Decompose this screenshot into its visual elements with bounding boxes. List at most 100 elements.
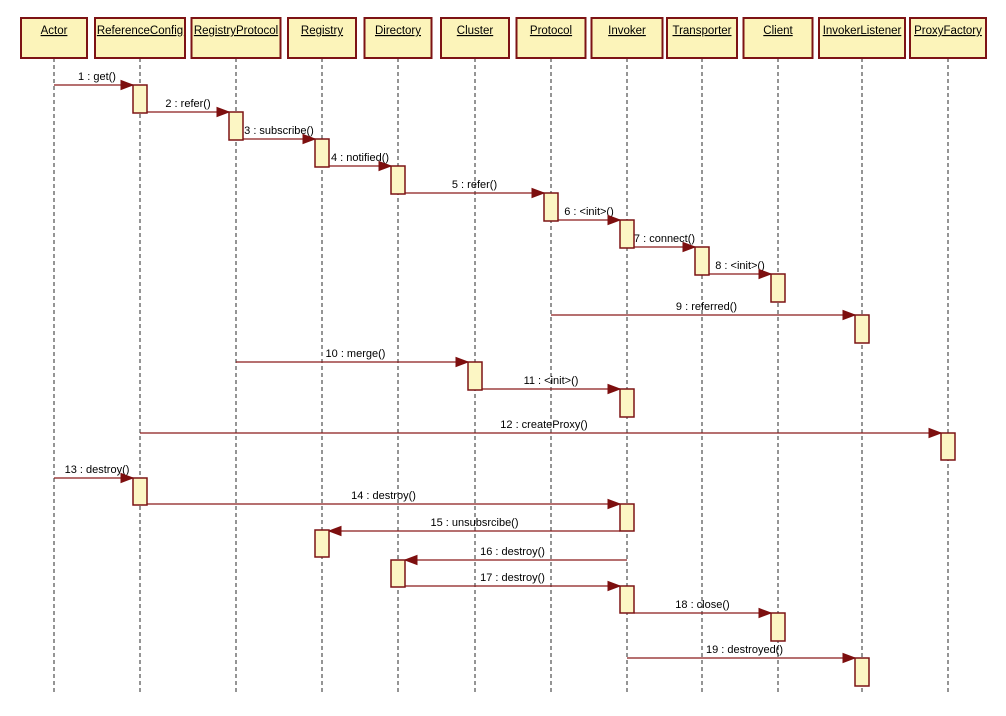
- message-15[interactable]: 15 : unsubsrcibe(): [327, 517, 620, 537]
- lifeline-name-registryprotocol: RegistryProtocol: [194, 25, 278, 37]
- lifeline-header-referenceconfig[interactable]: ReferenceConfig: [94, 17, 186, 59]
- message-label-16: 16 : destroy(): [480, 546, 545, 558]
- lifeline-header-proxyfactory[interactable]: ProxyFactory: [909, 17, 987, 59]
- activation-directory-15[interactable]: [390, 559, 406, 588]
- lifeline-header-client[interactable]: Client: [742, 17, 814, 59]
- arrowhead-icon-11: [607, 383, 622, 395]
- activation-proxyfactory-11[interactable]: [940, 432, 956, 461]
- arrowhead-icon-13: [120, 472, 135, 484]
- lifeline-box-actor[interactable]: [20, 17, 88, 59]
- message-18[interactable]: 18 : close(): [634, 599, 773, 619]
- lifeline-header-registry[interactable]: Registry: [287, 17, 357, 59]
- activation-client-7[interactable]: [770, 273, 786, 303]
- message-label-12: 12 : createProxy(): [500, 419, 587, 431]
- activation-registry-14[interactable]: [314, 529, 330, 558]
- message-12[interactable]: 12 : createProxy(): [140, 419, 943, 439]
- message-9[interactable]: 9 : referred(): [551, 301, 857, 321]
- lifeline-name-actor: Actor: [41, 25, 68, 37]
- activation-referenceconfig-12[interactable]: [132, 477, 148, 506]
- message-19[interactable]: 19 : destroyed(): [627, 644, 857, 664]
- message-6[interactable]: 6 : <init>(): [558, 206, 622, 226]
- activation-invoker-10[interactable]: [619, 388, 635, 418]
- lifeline-header-actor[interactable]: Actor: [20, 17, 88, 59]
- message-label-1: 1 : get(): [78, 71, 116, 83]
- message-label-17: 17 : destroy(): [480, 572, 545, 584]
- activation-invoker-13[interactable]: [619, 503, 635, 532]
- message-label-13: 13 : destroy(): [65, 464, 130, 476]
- activation-invokerlistener-18[interactable]: [854, 657, 870, 687]
- lifeline-box-referenceconfig[interactable]: [94, 17, 186, 59]
- activation-invoker-5[interactable]: [619, 219, 635, 249]
- arrowhead-icon-4: [378, 160, 393, 172]
- lifeline-box-client[interactable]: [742, 17, 814, 59]
- arrowhead-icon-2: [216, 106, 231, 118]
- message-label-15: 15 : unsubsrcibe(): [430, 517, 518, 529]
- arrowhead-icon-9: [842, 309, 857, 321]
- message-label-11: 11 : <init>(): [524, 375, 579, 387]
- message-10[interactable]: 10 : merge(): [236, 348, 470, 368]
- lifeline-box-directory[interactable]: [363, 17, 433, 59]
- message-3[interactable]: 3 : subscribe(): [243, 125, 317, 145]
- lifeline-box-registryprotocol[interactable]: [190, 17, 282, 59]
- arrowhead-icon-6: [607, 214, 622, 226]
- activation-cluster-9[interactable]: [467, 361, 483, 391]
- arrowhead-icon-19: [842, 652, 857, 664]
- lifeline-name-invoker: Invoker: [608, 25, 646, 37]
- lifeline-box-invokerlistener[interactable]: [818, 17, 906, 59]
- lifeline-header-directory[interactable]: Directory: [363, 17, 433, 59]
- lifeline-box-invoker[interactable]: [590, 17, 664, 59]
- activation-directory-3[interactable]: [390, 165, 406, 195]
- lifeline-name-client: Client: [763, 25, 793, 37]
- lifeline-header-invoker[interactable]: Invoker: [590, 17, 664, 59]
- message-2[interactable]: 2 : refer(): [147, 98, 231, 118]
- activation-protocol-4[interactable]: [543, 192, 559, 222]
- lifeline-box-cluster[interactable]: [440, 17, 510, 59]
- message-label-7: 7 : connect(): [634, 233, 695, 245]
- message-label-6: 6 : <init>(): [564, 206, 614, 218]
- lifeline-box-transporter[interactable]: [666, 17, 738, 59]
- message-8[interactable]: 8 : <init>(): [709, 260, 773, 280]
- message-label-4: 4 : notified(): [331, 152, 389, 164]
- lifeline-name-proxyfactory: ProxyFactory: [914, 25, 982, 37]
- activation-invoker-16[interactable]: [619, 585, 635, 614]
- lifeline-header-cluster[interactable]: Cluster: [440, 17, 510, 59]
- arrowhead-icon-12: [928, 427, 943, 439]
- lifeline-box-proxyfactory[interactable]: [909, 17, 987, 59]
- arrowhead-icon-1: [120, 79, 135, 91]
- message-4[interactable]: 4 : notified(): [329, 152, 393, 172]
- message-label-18: 18 : close(): [675, 599, 729, 611]
- lifeline-header-invokerlistener[interactable]: InvokerListener: [818, 17, 906, 59]
- activation-registryprotocol-1[interactable]: [228, 111, 244, 141]
- message-5[interactable]: 5 : refer(): [405, 179, 546, 199]
- message-label-19: 19 : destroyed(): [706, 644, 783, 656]
- lifeline-box-protocol[interactable]: [515, 17, 587, 59]
- lifeline-header-protocol[interactable]: Protocol: [515, 17, 587, 59]
- lifeline-header-transporter[interactable]: Transporter: [666, 17, 738, 59]
- activation-transporter-6[interactable]: [694, 246, 710, 276]
- message-13[interactable]: 13 : destroy(): [54, 464, 135, 484]
- lifeline-name-referenceconfig: ReferenceConfig: [97, 25, 183, 37]
- lifeline-box-registry[interactable]: [287, 17, 357, 59]
- activation-referenceconfig-0[interactable]: [132, 84, 148, 114]
- message-1[interactable]: 1 : get(): [54, 71, 135, 91]
- arrowhead-icon-5: [531, 187, 546, 199]
- message-label-3: 3 : subscribe(): [244, 125, 314, 137]
- message-label-9: 9 : referred(): [676, 301, 737, 313]
- message-11[interactable]: 11 : <init>(): [482, 375, 622, 395]
- message-7[interactable]: 7 : connect(): [634, 233, 697, 253]
- message-16[interactable]: 16 : destroy(): [403, 546, 627, 566]
- activation-invokerlistener-8[interactable]: [854, 314, 870, 344]
- lifeline-name-protocol: Protocol: [530, 25, 572, 37]
- lifeline-name-directory: Directory: [375, 25, 421, 37]
- arrowhead-icon-3: [302, 133, 317, 145]
- lifeline-header-registryprotocol[interactable]: RegistryProtocol: [190, 17, 282, 59]
- activation-registry-2[interactable]: [314, 138, 330, 168]
- message-14[interactable]: 14 : destroy(): [147, 490, 622, 510]
- message-17[interactable]: 17 : destroy(): [405, 572, 622, 592]
- activation-client-17[interactable]: [770, 612, 786, 642]
- message-label-5: 5 : refer(): [452, 179, 497, 191]
- lifeline-name-invokerlistener: InvokerListener: [823, 25, 902, 37]
- arrowhead-icon-14: [607, 498, 622, 510]
- arrowhead-icon-7: [682, 241, 697, 253]
